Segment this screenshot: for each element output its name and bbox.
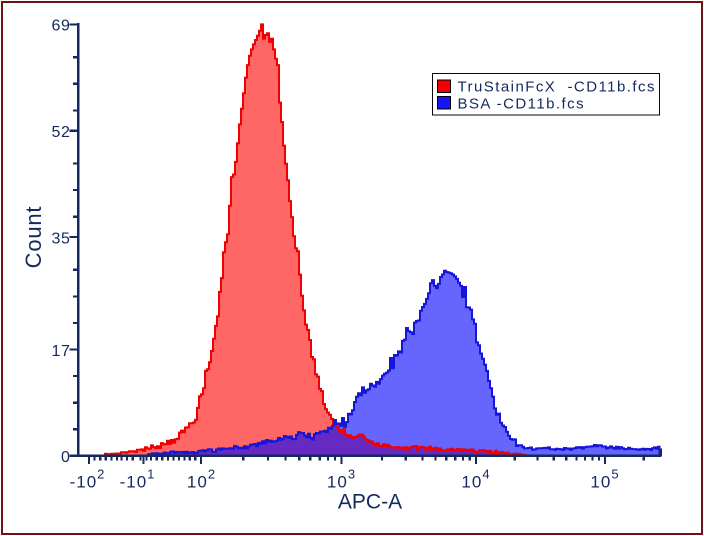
- svg-text:0: 0: [61, 449, 71, 466]
- svg-text:APC-A: APC-A: [338, 491, 402, 514]
- svg-text:52: 52: [52, 124, 71, 141]
- svg-text:35: 35: [52, 230, 71, 247]
- svg-text:17: 17: [52, 343, 71, 360]
- svg-text:TruStainFcX -CD11b.fcs: TruStainFcX -CD11b.fcs: [458, 79, 656, 96]
- svg-text:69: 69: [52, 18, 71, 35]
- svg-text:BSA -CD11b.fcs: BSA -CD11b.fcs: [458, 95, 586, 112]
- svg-text:Count: Count: [21, 206, 46, 269]
